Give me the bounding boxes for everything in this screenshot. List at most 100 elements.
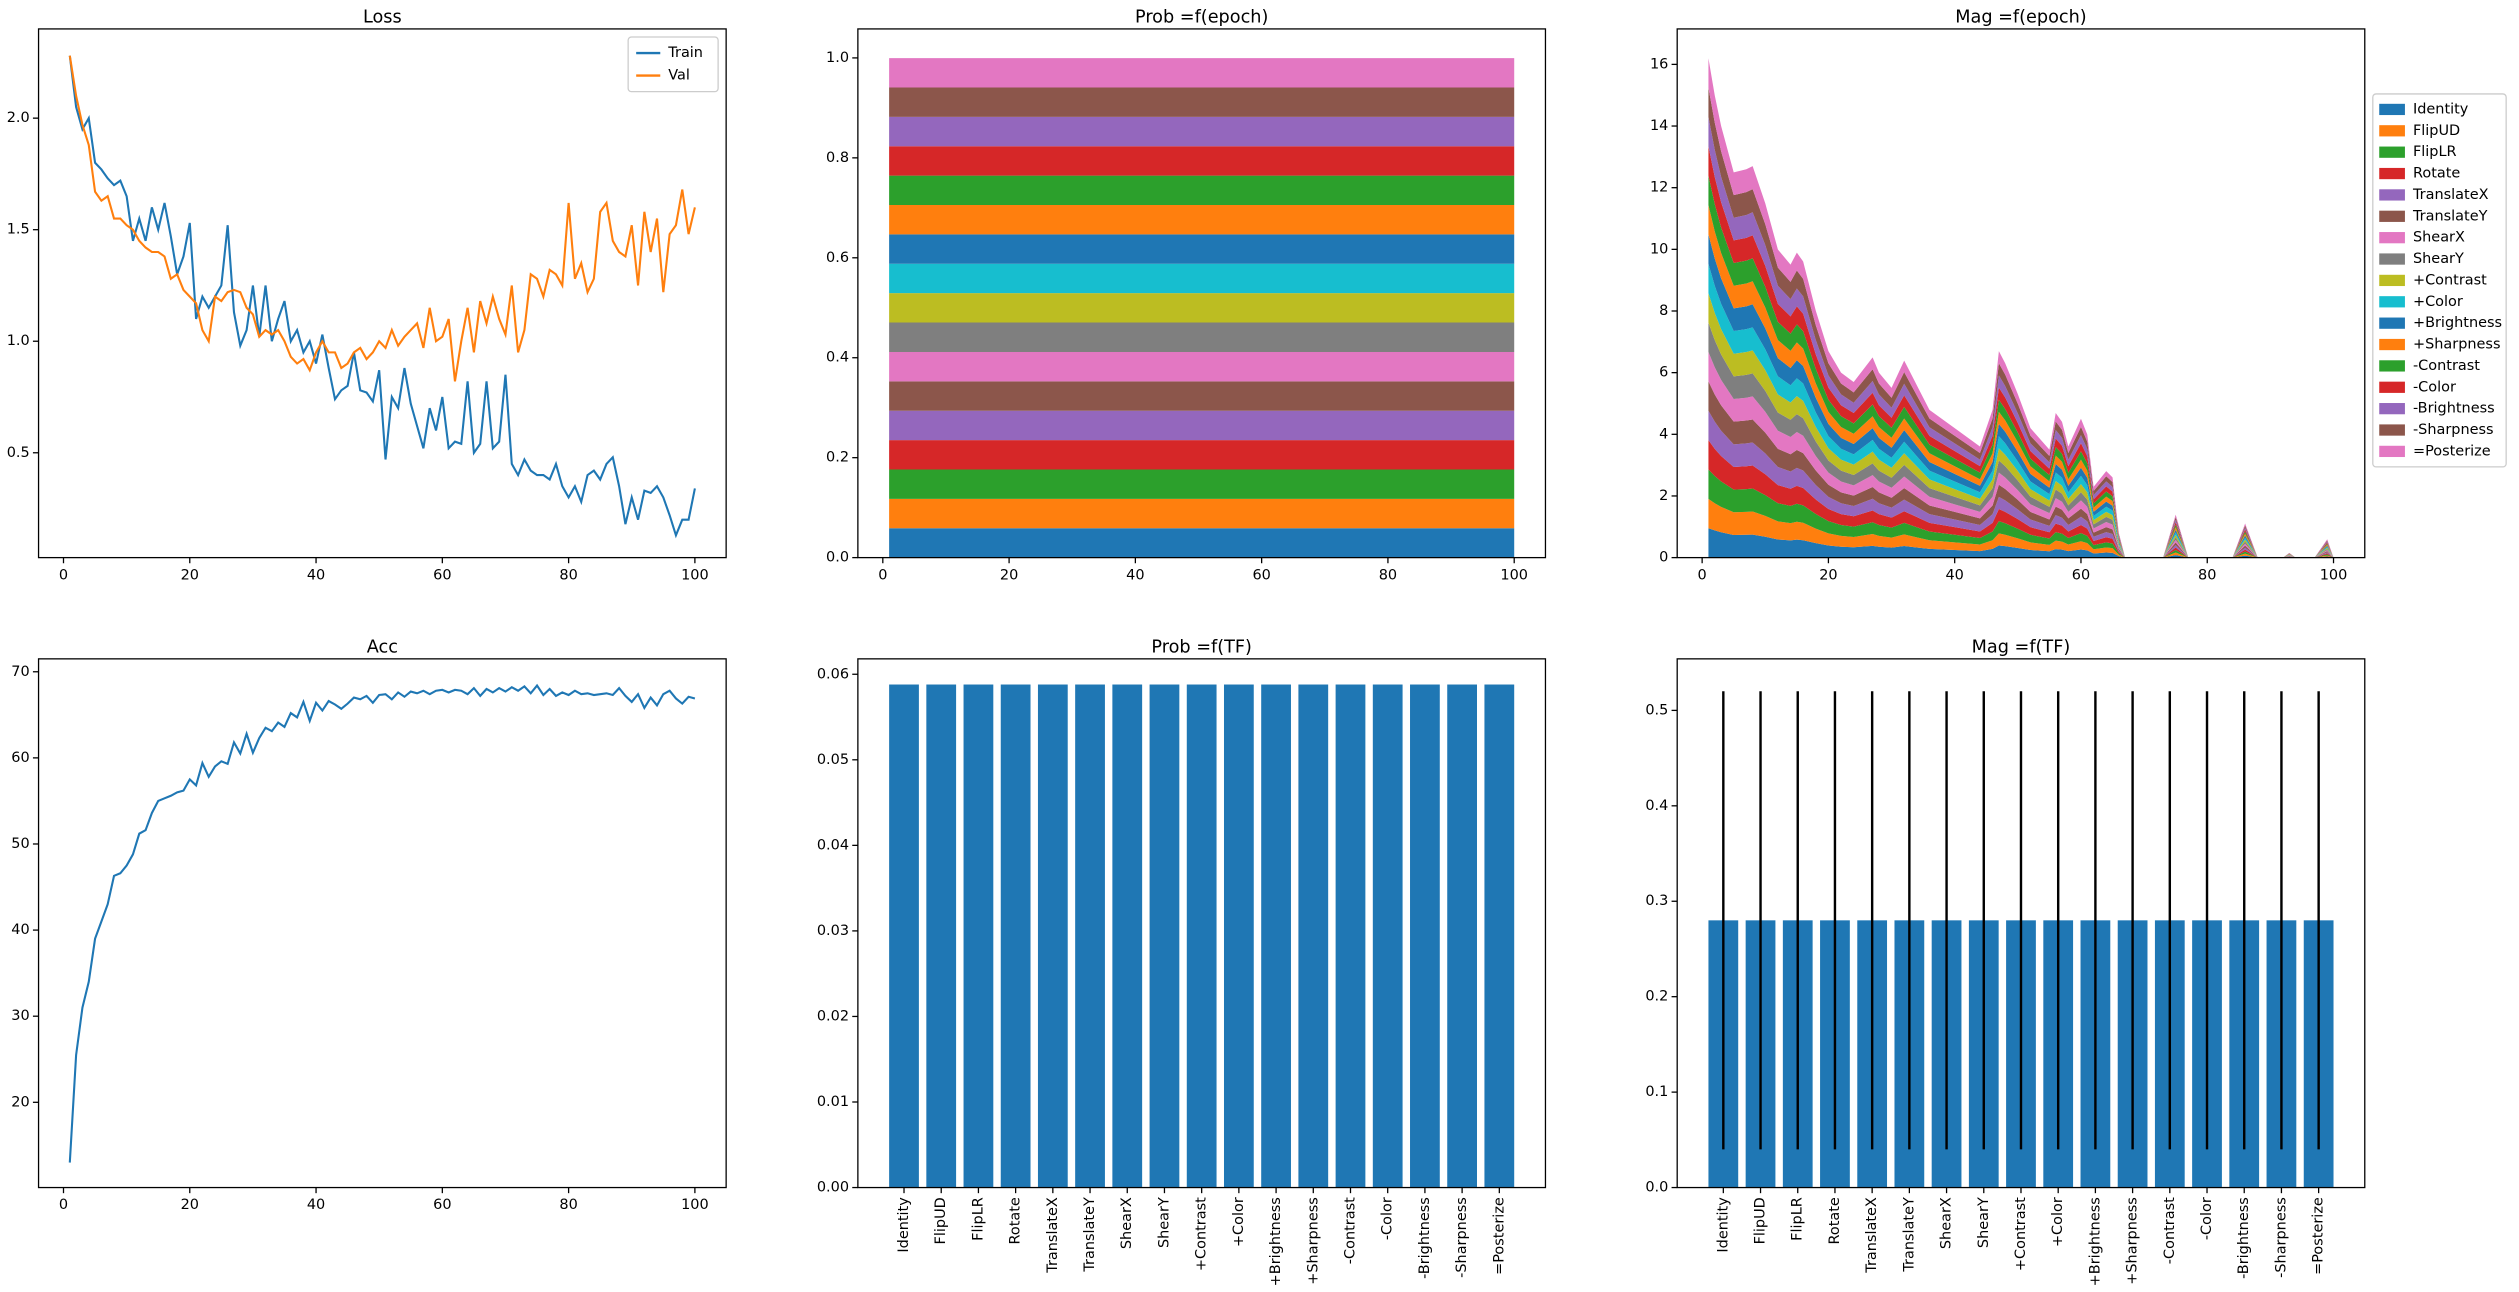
y-tick-label: 0.04 — [817, 837, 849, 853]
bar — [1261, 684, 1291, 1188]
plot-area — [1708, 58, 2334, 558]
stack-band — [889, 263, 1515, 294]
x-tick-label: -Brightness — [1417, 1197, 1433, 1279]
legend-label: -Sharpness — [2413, 422, 2494, 438]
legend-label: TranslateX — [2412, 187, 2489, 203]
y-tick-label: 0.2 — [1645, 989, 1668, 1005]
x-tick-label: 20 — [181, 1197, 199, 1213]
stack-band — [1708, 498, 2334, 558]
legend-label: Rotate — [2413, 166, 2460, 182]
legend-label: FlipLR — [2413, 144, 2457, 160]
x-tick-label: 20 — [1000, 567, 1018, 583]
x-tick-label: Identity — [896, 1197, 912, 1253]
legend-label: FlipUD — [2413, 123, 2460, 139]
x-tick-label: 0 — [59, 1197, 68, 1213]
legend-patch — [2379, 125, 2405, 137]
y-tick-label: 0.0 — [1645, 1180, 1668, 1196]
stack-band — [889, 58, 1515, 88]
x-tick-label: 60 — [433, 567, 451, 583]
x-tick-label: 60 — [433, 1197, 451, 1213]
y-tick-label: 16 — [1650, 56, 1668, 72]
y-tick-label: 4 — [1659, 426, 1668, 442]
x-tick-label: -Sharpness — [2273, 1197, 2289, 1278]
stack-band — [889, 322, 1515, 352]
axes-frame — [37, 28, 727, 559]
legend-box — [2372, 93, 2507, 468]
y-tick-label: 10 — [1650, 241, 1668, 257]
x-tick-label: ShearY — [1156, 1197, 1172, 1248]
subplot-title: Mag =f(epoch) — [1955, 8, 2086, 28]
x-tick-label: =Posterize — [1491, 1197, 1507, 1275]
x-tick-label: +Color — [2050, 1197, 2066, 1247]
y-tick-label: 0.4 — [1645, 798, 1668, 814]
y-tick-label: 0.8 — [826, 150, 849, 166]
x-tick-label: 20 — [1819, 567, 1837, 583]
legend-patch — [2379, 424, 2405, 436]
y-tick-label: 1.0 — [7, 333, 30, 349]
stack-band — [889, 87, 1515, 117]
legend: Train Val — [627, 36, 719, 93]
bar — [1372, 684, 1403, 1188]
x-tick-label: 100 — [1500, 567, 1528, 583]
x-tick-label: FlipUD — [933, 1197, 949, 1244]
x-tick-label: 80 — [1379, 567, 1397, 583]
legend-patch — [2379, 403, 2405, 415]
legend-label: ShearX — [2413, 230, 2465, 246]
x-tick-label: +Brightness — [1268, 1197, 1284, 1286]
x-tick-label: 40 — [1126, 567, 1144, 583]
y-tick-label: 0.00 — [817, 1180, 849, 1196]
y-tick-label: 0.5 — [1645, 702, 1668, 718]
legend-patch — [2379, 253, 2405, 265]
x-tick-label: TranslateY — [1082, 1197, 1098, 1273]
stack-band — [889, 469, 1515, 499]
legend-label: Identity — [2413, 101, 2469, 117]
stack-band — [1708, 528, 2334, 558]
x-tick-label: TranslateX — [1045, 1197, 1061, 1274]
x-tick-label: -Color — [2199, 1197, 2215, 1240]
subplot-title: Acc — [367, 638, 398, 658]
legend-patch — [2379, 317, 2405, 329]
x-tick-label: 0 — [1698, 567, 1707, 583]
legend-box — [627, 36, 719, 93]
bar — [1484, 684, 1515, 1188]
legend-label: Val — [668, 68, 690, 84]
subplot-title: Loss — [363, 8, 402, 28]
legend-patch — [2379, 274, 2405, 287]
y-tick-label: 2.0 — [7, 110, 30, 126]
legend-label: -Brightness — [2413, 401, 2495, 417]
x-tick-label: FlipLR — [970, 1197, 986, 1241]
subplot: Identity FlipUD FlipLR Rotate TranslateX Tran… — [817, 638, 1547, 1286]
y-tick-label: 0.01 — [817, 1094, 849, 1110]
axes-frame — [857, 28, 1547, 559]
legend: Identity FlipUD FlipLR Rotate TranslateX Tran… — [2372, 93, 2507, 468]
y-tick-label: 0.06 — [817, 666, 849, 682]
stack-band — [889, 234, 1515, 264]
y-tick-label: 0.5 — [7, 445, 30, 461]
legend-label: +Color — [2413, 294, 2463, 310]
legend-label: -Contrast — [2413, 358, 2480, 374]
bar — [1298, 684, 1329, 1188]
legend-label: +Sharpness — [2413, 337, 2501, 353]
x-tick-label: FlipLR — [1790, 1197, 1806, 1241]
legend-patch — [2379, 210, 2405, 222]
y-tick-label: 8 — [1659, 303, 1668, 319]
legend-patch — [2379, 381, 2405, 393]
stack-band — [889, 205, 1515, 235]
bar — [963, 684, 994, 1188]
y-tick-label: 0 — [1659, 550, 1668, 566]
line-series — [68, 55, 696, 382]
x-tick-label: 80 — [559, 567, 577, 583]
subplot: Loss 0.5 1.0 1.5 2.0 0 20 40 60 80 100 Train Val — [7, 8, 727, 583]
subplot-title: Mag =f(TF) — [1972, 638, 2071, 658]
x-tick-label: Rotate — [1008, 1197, 1024, 1244]
y-tick-label: 1.0 — [826, 50, 849, 66]
bar — [1075, 684, 1105, 1188]
x-tick-label: -Brightness — [2236, 1197, 2252, 1279]
x-tick-label: +Brightness — [2087, 1197, 2103, 1286]
x-tick-label: 40 — [307, 1197, 325, 1213]
line-series — [68, 683, 696, 1163]
axes-frame — [1676, 28, 2366, 559]
bar — [1223, 684, 1254, 1188]
